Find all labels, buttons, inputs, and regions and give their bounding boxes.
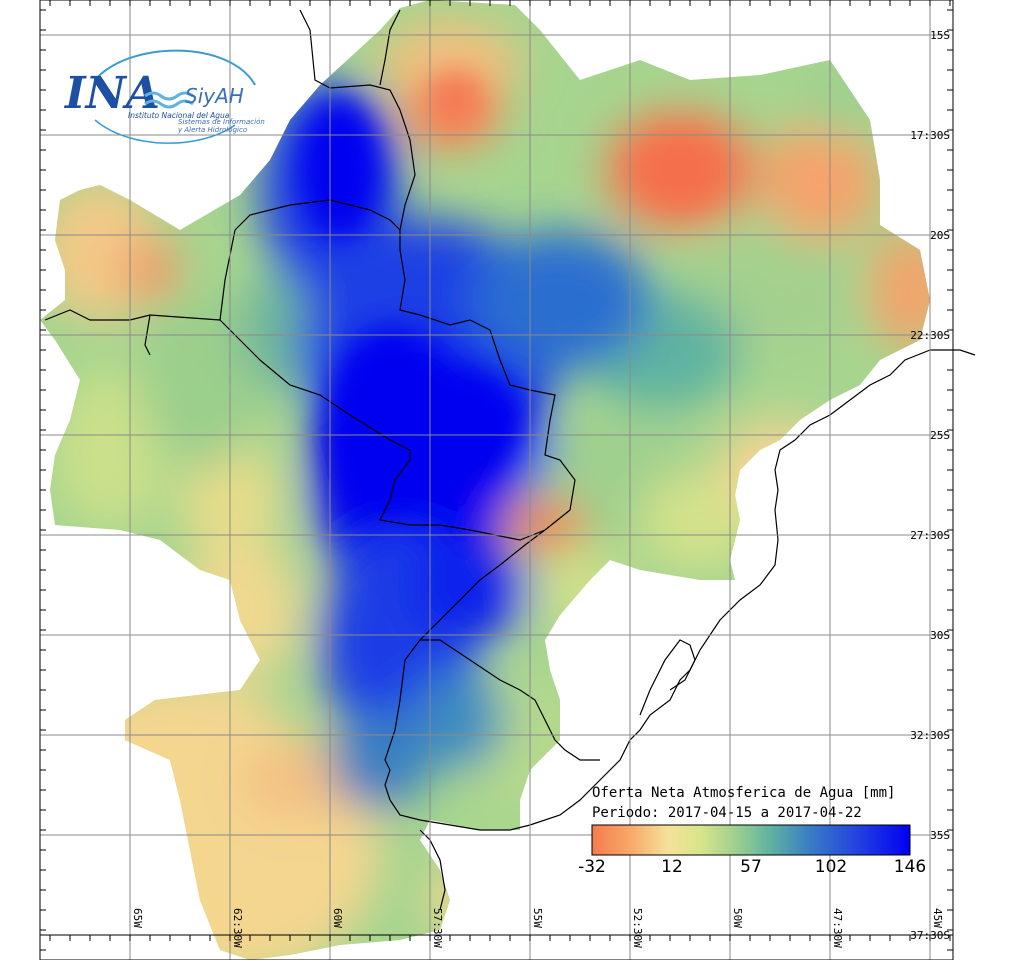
longitude-labels: 65W 62:30W 60W 57:30W 55W 52:30W 50W 47:30W 45W xyxy=(131,908,944,948)
logo-institute: Instituto Nacional del Agua xyxy=(128,111,230,120)
lon-label: 47:30W xyxy=(831,908,844,948)
lon-label: 62:30W xyxy=(231,908,244,948)
lat-label: 20S xyxy=(930,229,950,242)
legend-title: Oferta Neta Atmosferica de Agua [mm] xyxy=(592,785,895,801)
legend-tick-3: 57 xyxy=(740,857,762,877)
lon-label: 52:30W xyxy=(631,908,644,948)
legend: Oferta Neta Atmosferica de Agua [mm] Per… xyxy=(578,785,926,877)
legend-tick-4: 102 xyxy=(815,857,847,877)
latitude-labels: 15S 17:30S 20S 22:30S 25S 27:30S 30S 32:30S 35S 3… xyxy=(910,29,950,942)
logo-line2: y Alerta Hidrológico xyxy=(177,126,247,134)
lon-label: 60W xyxy=(331,908,344,928)
lat-label: 22:30S xyxy=(910,329,950,342)
legend-tick-max: 146 xyxy=(894,857,926,877)
lon-label: 57:30W xyxy=(431,908,444,948)
ina-siyah-logo: INA SiyAH Instituto Nacional del Agua Si… xyxy=(63,49,265,144)
lon-label: 45W xyxy=(931,908,944,928)
lat-label: 27:30S xyxy=(910,529,950,542)
lat-label: 25S xyxy=(930,429,950,442)
lat-label: 17:30S xyxy=(910,129,950,142)
legend-colorbar xyxy=(591,824,911,856)
borders xyxy=(44,9,976,911)
logo-siyah: SiyAH xyxy=(185,84,244,108)
legend-tick-min: -32 xyxy=(578,857,606,877)
frame-ticks xyxy=(40,0,953,951)
lat-label: 32:30S xyxy=(910,729,950,742)
lat-label: 30S xyxy=(930,629,950,642)
legend-tick-2: 12 xyxy=(661,857,683,877)
lon-label: 50W xyxy=(731,908,744,928)
lat-label: 37:30S xyxy=(910,929,950,942)
lat-label: 15S xyxy=(930,29,950,42)
logo-line1: Sistemas de Información xyxy=(178,118,265,126)
logo-ina: INA xyxy=(63,68,160,119)
legend-period: Periodo: 2017-04-15 a 2017-04-22 xyxy=(592,805,862,821)
map-frame xyxy=(39,0,954,960)
lat-label: 35S xyxy=(930,829,950,842)
lon-label: 65W xyxy=(131,908,144,928)
lon-label: 55W xyxy=(531,908,544,928)
